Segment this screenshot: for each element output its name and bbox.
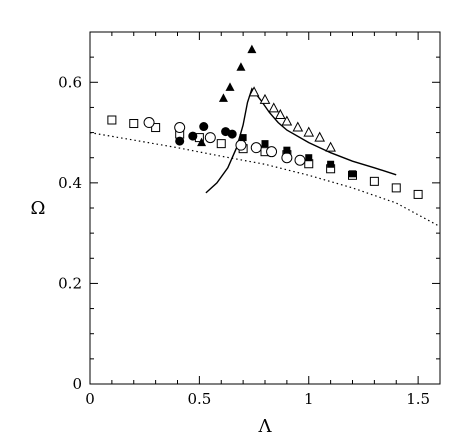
open-circle-marker [204, 132, 216, 144]
dotted-line [89, 132, 441, 228]
plot-frame [89, 31, 441, 385]
open-square-marker [151, 123, 161, 133]
open-circle-marker [235, 139, 247, 151]
filled-triangle-marker [218, 93, 228, 102]
open-circle-marker [266, 146, 278, 158]
y-tick-label: 0.2 [58, 274, 82, 292]
open-triangle-marker [292, 121, 304, 132]
x-axis-label: Λ [258, 416, 273, 437]
axis-ticks [89, 31, 441, 385]
open-circle-marker [281, 152, 293, 164]
x-tick-label: 0 [85, 390, 95, 408]
open-square-marker [107, 115, 117, 125]
x-tick-label: 0.5 [187, 390, 211, 408]
open-triangle-marker [281, 115, 293, 126]
open-circle-marker [250, 142, 262, 154]
open-circle-marker [174, 122, 186, 134]
open-circle-marker [294, 154, 306, 166]
y-axis-label: Ω [31, 198, 46, 219]
open-triangle-marker [303, 126, 315, 137]
solid-line [205, 87, 397, 194]
y-tick-label: 0.6 [58, 73, 82, 91]
filled-square-marker [283, 146, 291, 154]
open-triangle-marker [259, 93, 271, 104]
filled-circle-marker [175, 136, 185, 146]
open-square-marker [216, 139, 226, 149]
filled-square-marker [349, 170, 356, 178]
open-triangle-marker [325, 141, 336, 152]
open-square-marker [391, 183, 401, 193]
filled-triangle-marker [197, 137, 207, 147]
x-tick-label: 1 [304, 390, 314, 408]
series-lines [89, 87, 441, 228]
filled-square-marker [327, 160, 335, 168]
open-square-marker [413, 189, 423, 199]
y-tick-label: 0 [72, 375, 82, 393]
filled-triangle-marker [247, 44, 257, 54]
open-circle-marker [143, 117, 155, 129]
filled-square-marker [305, 154, 313, 162]
tick-labels: 0 0.5 1 1.5 0 0.2 0.4 0.6 [58, 73, 430, 408]
filled-circle-marker [227, 129, 237, 139]
filled-triangle-marker [225, 82, 235, 91]
filled-square-marker [239, 134, 247, 142]
x-tick-label: 1.5 [406, 390, 430, 408]
series-markers [107, 44, 423, 199]
open-triangle-marker [314, 131, 326, 142]
filled-circle-marker [188, 131, 198, 141]
filled-circle-marker [199, 122, 209, 132]
y-tick-label: 0.4 [58, 174, 82, 192]
open-square-marker [369, 176, 379, 186]
open-square-marker [129, 119, 139, 129]
open-triangle-marker [248, 86, 260, 97]
open-triangle-marker [274, 108, 286, 119]
filled-square-marker [261, 140, 269, 148]
filled-triangle-marker [236, 62, 246, 71]
open-triangle-marker [268, 102, 280, 113]
